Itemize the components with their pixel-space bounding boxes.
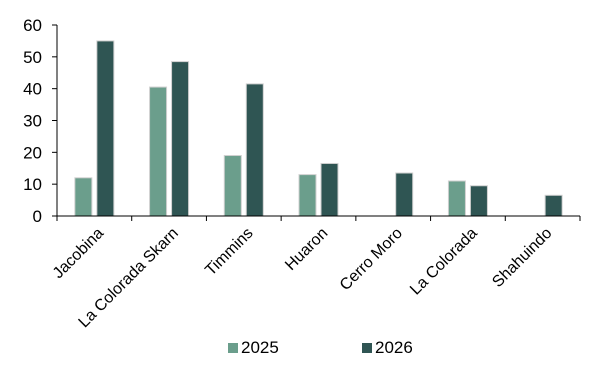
- legend-label: 2025: [241, 338, 279, 357]
- legend-item-2025: 2025: [228, 338, 279, 357]
- y-tick-label: 30: [23, 112, 42, 131]
- y-tick-label: 40: [23, 80, 42, 99]
- legend-swatch: [228, 343, 238, 353]
- x-category-label: Timmins: [202, 225, 256, 279]
- bar-2026-3: [320, 162, 339, 217]
- y-tick-label: 10: [23, 175, 42, 194]
- bars: [74, 40, 563, 217]
- y-tick-label: 0: [33, 207, 42, 226]
- bar-2026-2: [245, 83, 264, 217]
- y-tick-label: 20: [23, 143, 42, 162]
- x-category-label: Shahuindo: [489, 225, 555, 291]
- bar-2025-3: [298, 174, 317, 217]
- bar-2026-5: [469, 185, 488, 217]
- bar-2025-0: [74, 177, 93, 217]
- bar-2025-2: [223, 155, 242, 217]
- bar-2025-5: [447, 180, 466, 217]
- x-category-label: Cerro Moro: [337, 225, 406, 294]
- y-tick-label: 60: [23, 16, 42, 35]
- y-tick-label: 50: [23, 48, 42, 67]
- x-category-label: Jacobina: [50, 225, 107, 282]
- bar-2026-1: [171, 61, 190, 217]
- bar-2025-1: [149, 86, 168, 217]
- legend-item-2026: 2026: [362, 338, 413, 357]
- legend-swatch: [362, 343, 372, 353]
- x-category-label: La Colorada: [407, 225, 481, 299]
- legend: 2025 2026: [228, 338, 413, 357]
- bar-2026-0: [96, 40, 115, 217]
- bar-2026-6: [544, 194, 563, 217]
- legend-label: 2026: [375, 338, 413, 357]
- bar-2026-4: [395, 172, 414, 217]
- x-category-label: Huaron: [282, 225, 331, 274]
- y-axis: 0 10 20 30 40 50 60: [23, 16, 58, 226]
